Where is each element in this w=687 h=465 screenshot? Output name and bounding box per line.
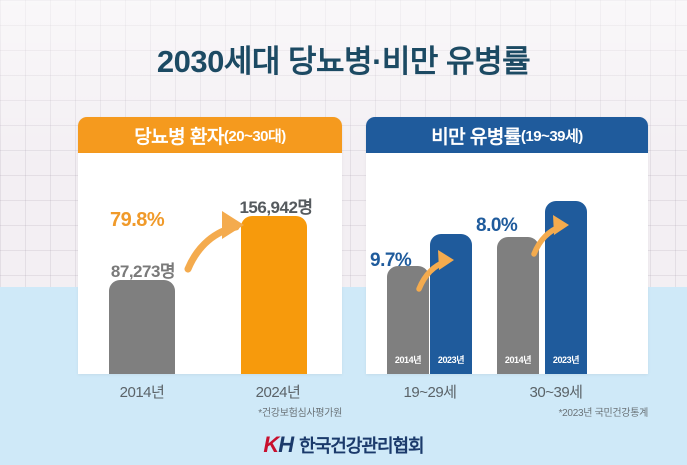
growth-label-g1: 9.7% — [370, 250, 412, 271]
panel-obesity-body: 23.9% 2014년 33.6% 2023년 9.7% 31.8% 2014년… — [366, 153, 648, 374]
bar-g2-2023: 2023년 — [545, 201, 587, 374]
source-diabetes: *건강보험심사평가원 — [258, 408, 342, 419]
panel-diabetes-header-sub: (20~30대) — [223, 127, 286, 145]
organization-name: 한국건강관리협회 — [299, 436, 424, 456]
bar-inner-label-g2-2023: 2023년 — [552, 355, 580, 365]
panel-obesity-header: 비만 유병률 (19~39세) — [366, 117, 648, 153]
bar-g1-2014: 2014년 — [387, 266, 429, 374]
growth-arrow-icon-g2 — [531, 215, 569, 257]
panel-diabetes-header: 당뇨병 환자 (20~30대) — [78, 117, 342, 153]
panel-obesity-header-main: 비만 유병률 — [431, 126, 521, 148]
axis-label-group-19-29: 19~29세 — [403, 384, 457, 401]
panel-obesity-header-sub: (19~39세) — [520, 127, 583, 145]
bar-value-2024: 156,942명 — [239, 198, 313, 217]
axis-label-2024: 2024년 — [255, 384, 301, 401]
panel-obesity: 비만 유병률(19~39세) 23.9% 2014년 33.6% 2023년 9… — [366, 117, 648, 374]
axis-label-group-30-39: 30~39세 — [529, 384, 583, 401]
bar-inner-label-g1-2014: 2014년 — [394, 355, 422, 365]
footer: KH 한국건강관리협회 — [0, 432, 687, 458]
bar-g2-2014: 2014년 — [497, 237, 539, 374]
bar-2024 — [241, 216, 307, 374]
panel-diabetes: 당뇨병 환자 (20~30대) 87,273명 156,942명 79.8% — [78, 117, 342, 374]
bar-g1-2023: 2023년 — [430, 234, 472, 374]
growth-arrow-icon-g1 — [416, 250, 454, 292]
growth-label-diabetes: 79.8% — [110, 209, 165, 231]
bar-2014 — [109, 280, 175, 374]
axis-label-2014: 2014년 — [119, 384, 165, 401]
bar-inner-label-g2-2014: 2014년 — [504, 355, 532, 365]
panel-diabetes-header-main: 당뇨병 환자 — [134, 126, 224, 148]
panel-diabetes-body: 87,273명 156,942명 79.8% — [78, 153, 342, 374]
growth-arrow-icon — [184, 211, 244, 273]
growth-label-g2: 8.0% — [476, 215, 518, 236]
bar-inner-label-g1-2023: 2023년 — [437, 355, 465, 365]
page-title: 2030세대 당뇨병·비만 유병률 — [156, 44, 531, 79]
source-obesity: *2023년 국민건강통계 — [558, 408, 649, 419]
bar-value-2014: 87,273명 — [110, 262, 176, 281]
kh-logo-icon: KH — [263, 432, 294, 457]
